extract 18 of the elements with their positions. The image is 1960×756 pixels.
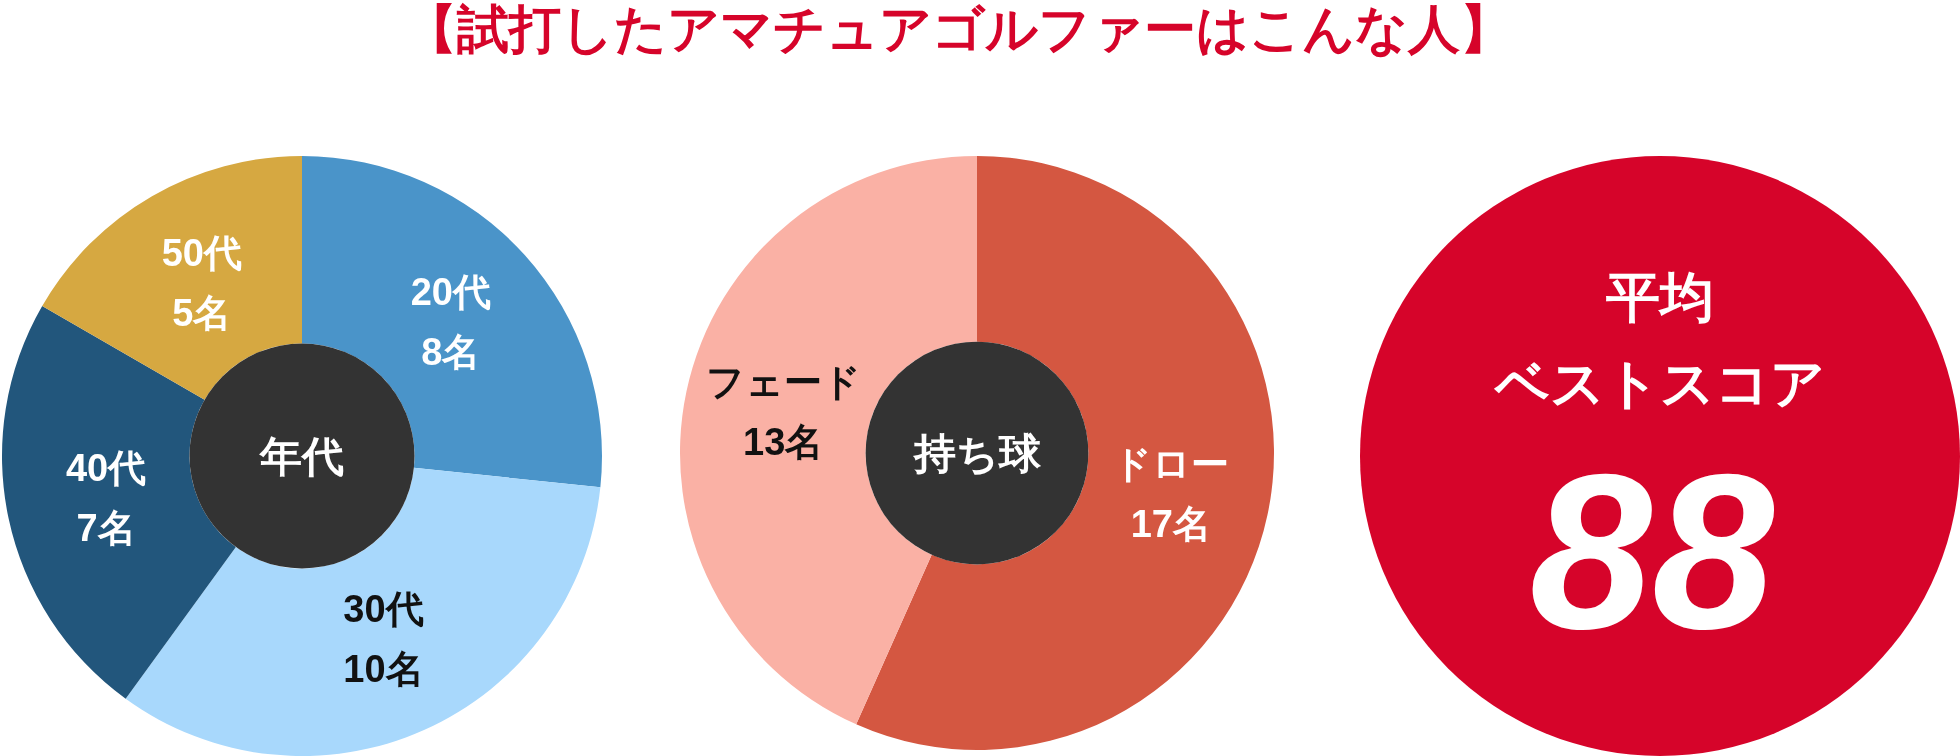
data-label: 17名 (1130, 503, 1211, 546)
data-label: 10名 (343, 647, 424, 690)
data-label: 13名 (743, 420, 824, 463)
text: ベストスコア (1493, 353, 1825, 413)
slice-label: 50代 (161, 231, 243, 274)
slice-label: ドロー (1112, 443, 1229, 486)
text: 平均 (1605, 267, 1714, 327)
data-label: 5名 (172, 291, 232, 334)
text: 88 (1529, 429, 1775, 675)
text: 【試打したアマチュアゴルファーはこんな人】 (404, 0, 1512, 58)
text: 持ち球 (911, 429, 1042, 477)
slice-label: 20代 (410, 271, 491, 314)
slice-label: 40代 (65, 446, 147, 489)
text: 年代 (259, 432, 344, 480)
data-label: 7名 (76, 506, 136, 549)
data-label: 8名 (421, 331, 481, 374)
slice-label: フェード (705, 360, 861, 403)
slice-label: 30代 (343, 587, 424, 630)
